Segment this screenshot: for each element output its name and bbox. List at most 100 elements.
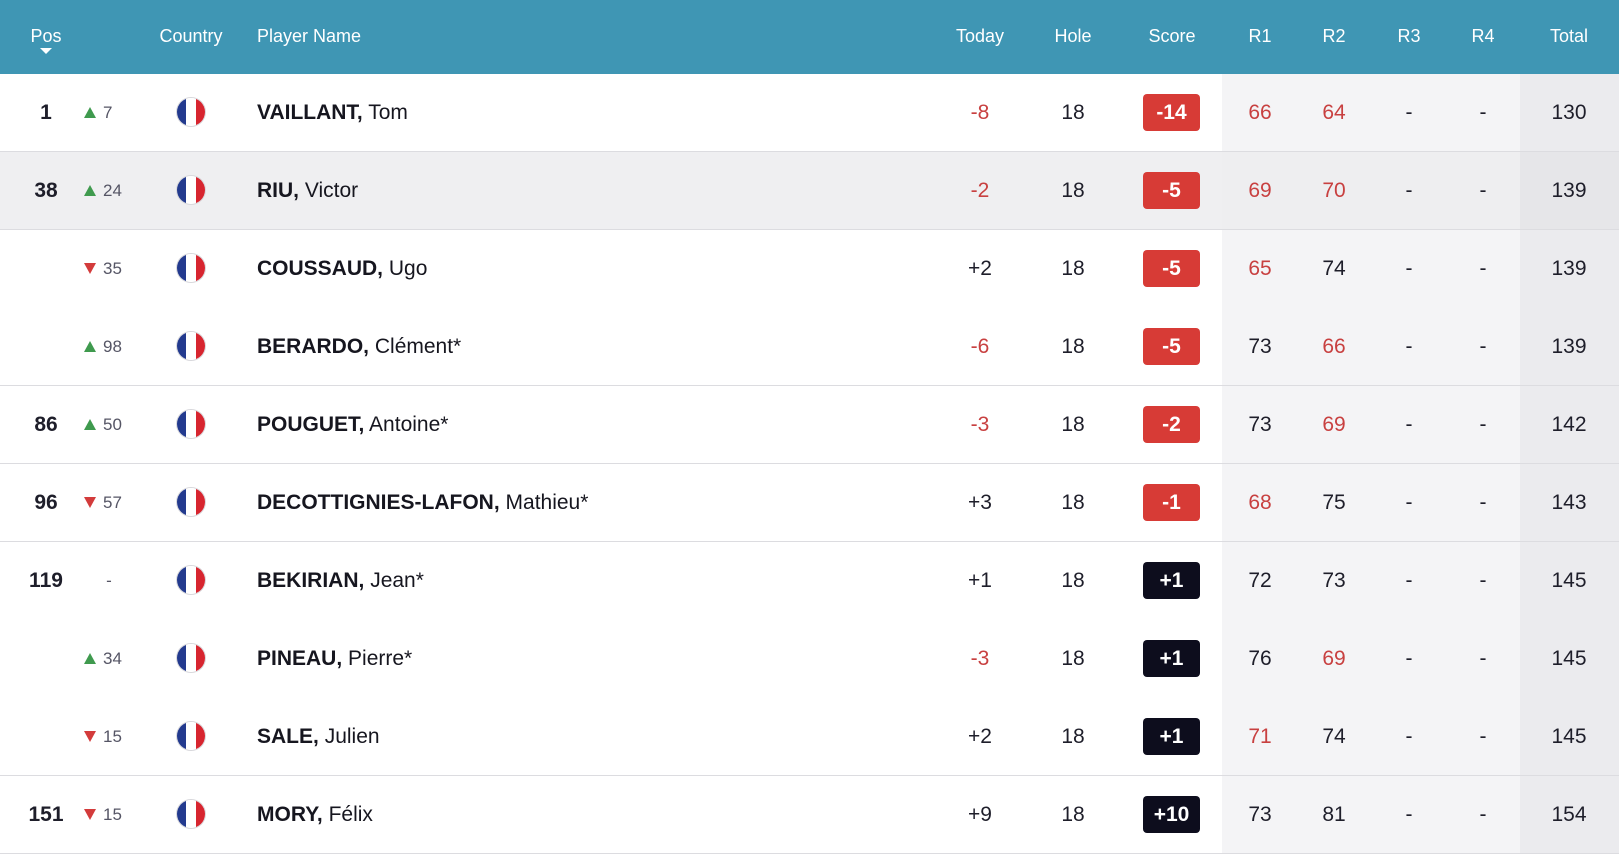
column-header-r2[interactable]: R2 (1322, 26, 1346, 46)
round-2-score: 81 (1322, 803, 1346, 826)
total-background (1520, 308, 1619, 386)
table-row[interactable]: 15 SALE, Julien +2 18 +1 71 74 - - 145 (0, 698, 1619, 776)
position-movement: 98 (84, 308, 134, 386)
player-first-name: Mathieu* (505, 491, 589, 514)
column-header-r3[interactable]: R3 (1397, 26, 1421, 46)
round-1-score: 65 (1248, 257, 1272, 280)
player-name[interactable]: BEKIRIAN, Jean* (257, 542, 424, 620)
hole: 18 (1061, 803, 1085, 826)
today-score: -6 (970, 335, 990, 358)
player-last-name: MORY, (257, 803, 323, 826)
today-score: -3 (970, 647, 990, 670)
leaderboard-header: Pos Country Player Name Today Hole Score… (0, 0, 1619, 74)
player-name[interactable]: DECOTTIGNIES-LAFON, Mathieu* (257, 464, 588, 542)
player-name[interactable]: BERARDO, Clément* (257, 308, 461, 386)
score-badge: -5 (1143, 250, 1200, 287)
player-first-name: Pierre* (348, 647, 413, 670)
position: 1 (40, 101, 52, 124)
player-last-name: VAILLANT, (257, 101, 363, 124)
player-name[interactable]: RIU, Victor (257, 152, 358, 230)
total-background (1520, 776, 1619, 854)
column-header-hole[interactable]: Hole (1054, 26, 1092, 46)
table-row[interactable]: 35 COUSSAUD, Ugo +2 18 -5 65 74 - - 139 (0, 230, 1619, 308)
total-score: 145 (1551, 725, 1587, 748)
arrow-down-icon (84, 809, 96, 820)
column-header-player-name[interactable]: Player Name (257, 26, 362, 46)
score-badge: -1 (1143, 484, 1200, 521)
today-score: +9 (968, 803, 992, 826)
hole: 18 (1061, 335, 1085, 358)
player-name[interactable]: MORY, Félix (257, 776, 373, 854)
column-header-country[interactable]: Country (159, 26, 223, 46)
table-row[interactable]: 98 BERARDO, Clément* -6 18 -5 73 66 - - 139 (0, 308, 1619, 386)
arrow-down-icon (84, 263, 96, 274)
player-last-name: BERARDO, (257, 335, 370, 358)
score-badge: -5 (1143, 328, 1200, 365)
table-row[interactable]: 96 57 DECOTTIGNIES-LAFON, Mathieu* +3 18 -1 68… (0, 464, 1619, 542)
today-score: +2 (968, 725, 992, 748)
player-name[interactable]: POUGUET, Antoine* (257, 386, 448, 464)
player-name[interactable]: VAILLANT, Tom (257, 74, 408, 152)
row-divider (0, 151, 1619, 152)
arrow-up-icon (84, 653, 96, 664)
hole: 18 (1061, 725, 1085, 748)
round-3-score: - (1405, 257, 1413, 280)
total-score: 145 (1551, 569, 1587, 592)
round-2-score: 74 (1322, 257, 1346, 280)
player-name[interactable]: PINEAU, Pierre* (257, 620, 412, 698)
france-flag-icon (177, 566, 205, 594)
movement-value: 15 (103, 805, 122, 824)
row-divider (0, 229, 1619, 230)
player-first-name: Tom (368, 101, 408, 124)
player-last-name: PINEAU, (257, 647, 343, 670)
position-movement: - (84, 542, 134, 620)
player-last-name: RIU, (257, 179, 299, 202)
round-4-score: - (1479, 335, 1487, 358)
round-4-score: - (1479, 569, 1487, 592)
arrow-up-icon (84, 341, 96, 352)
france-flag-icon (177, 254, 205, 282)
today-score: -2 (970, 179, 990, 202)
table-row[interactable]: 34 PINEAU, Pierre* -3 18 +1 76 69 - - 145 (0, 620, 1619, 698)
player-first-name: Jean* (370, 569, 424, 592)
player-name[interactable]: SALE, Julien (257, 698, 380, 776)
round-1-score: 69 (1248, 179, 1272, 202)
round-4-score: - (1479, 413, 1487, 436)
column-header-score[interactable]: Score (1148, 26, 1196, 46)
position: 38 (34, 179, 58, 202)
arrow-up-icon (84, 185, 96, 196)
table-row[interactable]: 119 - BEKIRIAN, Jean* +1 18 +1 72 73 - - 145 (0, 542, 1619, 620)
player-first-name: Julien (324, 725, 380, 748)
column-header-r1[interactable]: R1 (1248, 26, 1272, 46)
round-1-score: 71 (1248, 725, 1272, 748)
score-badge: +1 (1143, 718, 1200, 755)
position: 151 (28, 803, 64, 826)
round-3-score: - (1405, 101, 1413, 124)
score-badge: +1 (1143, 562, 1200, 599)
sort-by-pos-header[interactable]: Pos (16, 0, 76, 74)
table-row[interactable]: 151 15 MORY, Félix +9 18 +10 73 81 - - 154 (0, 776, 1619, 854)
arrow-up-icon (84, 419, 96, 430)
player-name[interactable]: COUSSAUD, Ugo (257, 230, 427, 308)
total-background (1520, 620, 1619, 698)
column-header-r4[interactable]: R4 (1471, 26, 1495, 46)
player-first-name: Clément* (374, 335, 462, 358)
hole: 18 (1061, 179, 1085, 202)
player-last-name: SALE, (257, 725, 319, 748)
movement-value: 7 (103, 103, 113, 122)
total-background (1520, 464, 1619, 542)
france-flag-icon (177, 410, 205, 438)
total-background (1520, 542, 1619, 620)
round-3-score: - (1405, 491, 1413, 514)
position-movement: 15 (84, 776, 134, 854)
table-row[interactable]: 1 7 VAILLANT, Tom -8 18 -14 66 64 - - 130 (0, 74, 1619, 152)
row-divider (0, 775, 1619, 776)
column-header-today[interactable]: Today (955, 26, 1005, 46)
movement-value: 98 (103, 337, 122, 356)
total-score: 142 (1551, 413, 1587, 436)
arrow-down-icon (84, 497, 96, 508)
table-row[interactable]: 38 24 RIU, Victor -2 18 -5 69 70 - - 139 (0, 152, 1619, 230)
column-header-total[interactable]: Total (1549, 26, 1589, 46)
table-row[interactable]: 86 50 POUGUET, Antoine* -3 18 -2 73 69 - - 142 (0, 386, 1619, 464)
